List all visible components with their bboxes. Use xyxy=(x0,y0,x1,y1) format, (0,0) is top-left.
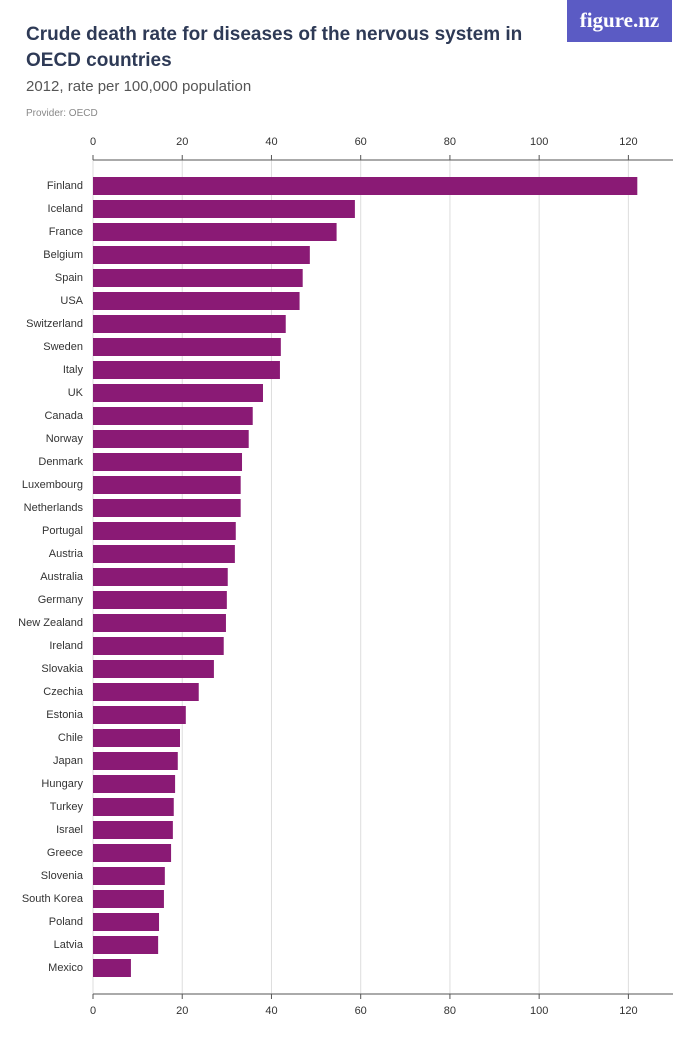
bar xyxy=(93,499,241,517)
y-tick-label: Finland xyxy=(47,180,83,192)
y-tick-label: Australia xyxy=(40,571,84,583)
bar xyxy=(93,614,226,632)
bar xyxy=(93,269,303,287)
bar xyxy=(93,476,241,494)
bar xyxy=(93,706,186,724)
chart-title: Crude death rate for diseases of the ner… xyxy=(26,24,523,71)
bar xyxy=(93,798,174,816)
y-tick-label: Iceland xyxy=(48,203,83,215)
x-tick-label: 0 xyxy=(90,136,96,148)
bar xyxy=(93,591,227,609)
x-tick-label: 100 xyxy=(530,136,548,148)
x-tick-label: 60 xyxy=(355,136,367,148)
y-tick-label: Germany xyxy=(38,594,84,606)
chart-subtitle: 2012, rate per 100,000 population xyxy=(26,78,252,95)
bar xyxy=(93,292,300,310)
y-tick-label: Turkey xyxy=(50,801,84,813)
bar xyxy=(93,729,180,747)
y-tick-label: Ireland xyxy=(49,640,83,652)
y-tick-label: Canada xyxy=(44,410,83,422)
x-tick-label: 80 xyxy=(444,1005,456,1017)
bar xyxy=(93,200,355,218)
y-tick-label: UK xyxy=(68,387,84,399)
x-tick-label: 0 xyxy=(90,1005,96,1017)
y-tick-label: Switzerland xyxy=(26,318,83,330)
bar xyxy=(93,522,236,540)
bar xyxy=(93,844,172,862)
bar xyxy=(93,545,235,563)
bar xyxy=(93,890,164,908)
y-tick-label: Italy xyxy=(63,364,84,376)
bar xyxy=(93,177,638,195)
y-tick-label: Slovakia xyxy=(41,663,83,675)
y-tick-label: Japan xyxy=(53,755,83,767)
x-tick-label: 120 xyxy=(619,1005,637,1017)
logo[interactable]: figure.nz xyxy=(567,0,672,42)
bar xyxy=(93,453,243,471)
y-tick-label: Denmark xyxy=(38,456,83,468)
bar xyxy=(93,407,253,425)
bar xyxy=(93,384,263,402)
bar xyxy=(93,959,131,977)
x-tick-label: 20 xyxy=(176,1005,188,1017)
y-tick-label: Spain xyxy=(55,272,83,284)
x-tick-label: 120 xyxy=(619,136,637,148)
y-tick-label: France xyxy=(49,226,83,238)
bar xyxy=(93,338,281,356)
y-tick-label: Greece xyxy=(47,847,83,859)
bar xyxy=(93,568,228,586)
x-tick-label: 60 xyxy=(355,1005,367,1017)
bar xyxy=(93,752,178,770)
y-tick-label: New Zealand xyxy=(18,617,83,629)
y-tick-label: Sweden xyxy=(43,341,83,353)
y-tick-label: Estonia xyxy=(46,709,84,721)
y-tick-label: South Korea xyxy=(22,893,84,905)
x-tick-label: 40 xyxy=(265,1005,277,1017)
bar xyxy=(93,936,159,954)
y-tick-label: Poland xyxy=(49,916,83,928)
x-tick-label: 20 xyxy=(176,136,188,148)
x-tick-label: 100 xyxy=(530,1005,548,1017)
y-tick-label: USA xyxy=(60,295,83,307)
bar xyxy=(93,223,337,241)
y-tick-label: Belgium xyxy=(43,249,83,261)
y-tick-label: Luxembourg xyxy=(22,479,83,491)
y-tick-label: Netherlands xyxy=(24,502,84,514)
bar xyxy=(93,821,173,839)
bar xyxy=(93,315,286,333)
bar xyxy=(93,637,224,655)
bar xyxy=(93,361,280,379)
y-tick-label: Israel xyxy=(56,824,83,836)
y-tick-label: Norway xyxy=(46,433,84,445)
bar xyxy=(93,867,165,885)
x-tick-label: 40 xyxy=(265,136,277,148)
bar xyxy=(93,430,249,448)
y-tick-label: Portugal xyxy=(42,525,83,537)
provider: Provider: OECD xyxy=(26,108,98,119)
bar xyxy=(93,683,199,701)
x-tick-label: 80 xyxy=(444,136,456,148)
y-tick-label: Austria xyxy=(49,548,84,560)
bar xyxy=(93,246,310,264)
y-tick-label: Chile xyxy=(58,732,83,744)
bar xyxy=(93,660,214,678)
y-tick-label: Slovenia xyxy=(41,870,84,882)
bar xyxy=(93,775,176,793)
bar xyxy=(93,913,160,931)
y-tick-label: Latvia xyxy=(54,939,84,951)
y-tick-label: Czechia xyxy=(43,686,84,698)
y-tick-label: Mexico xyxy=(48,962,83,974)
y-tick-label: Hungary xyxy=(41,778,83,790)
